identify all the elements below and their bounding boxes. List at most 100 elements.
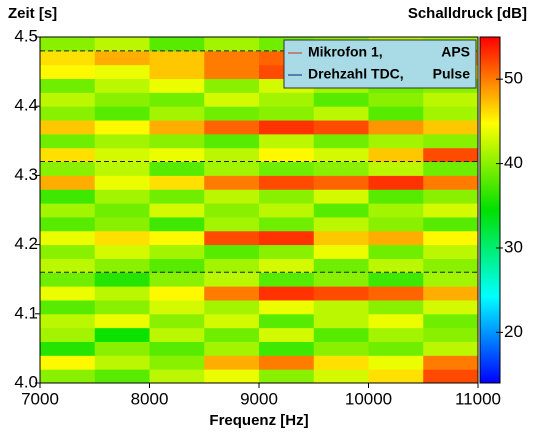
heatmap-cell: [94, 37, 150, 52]
heatmap-cell: [259, 341, 315, 356]
heatmap-cell: [204, 327, 260, 342]
heatmap-cell: [94, 64, 150, 80]
heatmap-cell: [368, 286, 424, 301]
heatmap-cell: [368, 327, 424, 342]
heatmap-cell: [368, 313, 424, 329]
heatmap-cell: [423, 203, 479, 218]
heatmap-cell: [313, 299, 369, 315]
y-tick-label: 4.4: [14, 96, 38, 115]
y-axis-title: Zeit [s]: [8, 5, 57, 22]
heatmap-cell: [149, 258, 205, 273]
heatmap-cell: [149, 78, 205, 93]
heatmap-cell: [368, 244, 424, 259]
heatmap-cell: [204, 161, 260, 176]
heatmap-cell: [423, 355, 479, 370]
heatmap-cell: [368, 175, 424, 190]
colorbar-tick-label: 50: [504, 69, 523, 88]
heatmap-cell: [368, 258, 424, 273]
heatmap-cell: [40, 258, 96, 273]
heatmap-cell: [40, 299, 96, 315]
heatmap-cell: [149, 161, 205, 176]
heatmap-cell: [149, 216, 205, 232]
heatmap-cell: [204, 341, 260, 356]
heatmap-cell: [204, 175, 260, 190]
heatmap-cell: [423, 216, 479, 232]
heatmap-cell: [423, 106, 479, 121]
colorbar-tick-label: 20: [504, 322, 523, 341]
heatmap-cell: [149, 299, 205, 315]
heatmap-cell: [149, 37, 205, 52]
heatmap-cell: [40, 64, 96, 80]
x-tick-label: 9000: [240, 389, 278, 408]
colorbar-title: Schalldruck [dB]: [408, 5, 527, 22]
heatmap-cell: [368, 203, 424, 218]
heatmap-cell: [259, 106, 315, 121]
heatmap-cell: [368, 92, 424, 107]
heatmap-cell: [94, 120, 150, 135]
heatmap-cell: [204, 189, 260, 204]
heatmap-cell: [313, 92, 369, 107]
heatmap-cell: [313, 355, 369, 370]
y-tick-label: 4.1: [14, 303, 38, 322]
heatmap-cell: [368, 216, 424, 232]
heatmap-cell: [149, 189, 205, 204]
heatmap-cell: [259, 286, 315, 301]
heatmap-cell: [40, 230, 96, 246]
heatmap-cell: [94, 327, 150, 342]
heatmap-cell: [204, 133, 260, 149]
heatmap-cell: [149, 64, 205, 80]
heatmap-cell: [94, 244, 150, 259]
heatmap-cell: [40, 37, 96, 52]
heatmap-cell: [204, 50, 260, 66]
heatmap-cell: [204, 120, 260, 135]
heatmap-cell: [368, 106, 424, 121]
heatmap-cell: [313, 286, 369, 301]
heatmap-cell: [40, 272, 96, 287]
y-tick-label: 4.2: [14, 234, 38, 253]
heatmap-cell: [40, 161, 96, 176]
heatmap-cell: [259, 313, 315, 329]
heatmap-cell: [259, 161, 315, 176]
heatmap-cell: [94, 299, 150, 315]
heatmap-cell: [368, 355, 424, 370]
heatmap-cell: [368, 189, 424, 204]
heatmap-cell: [368, 230, 424, 246]
heatmap-cell: [204, 286, 260, 301]
heatmap-cell: [313, 203, 369, 218]
heatmap-cell: [40, 92, 96, 107]
colorbar-tick-label: 30: [504, 237, 523, 256]
heatmap-cell: [40, 120, 96, 135]
heatmap-cell: [94, 50, 150, 66]
colorbar: [479, 36, 501, 384]
heatmap-cell: [259, 355, 315, 370]
heatmap-cell: [423, 299, 479, 315]
legend-source: Pulse: [433, 66, 471, 82]
heatmap-cell: [40, 147, 96, 163]
heatmap-cell: [259, 258, 315, 273]
heatmap-cell: [368, 147, 424, 163]
heatmap-cell: [94, 286, 150, 301]
heatmap-cell: [40, 369, 96, 384]
heatmap-cell: [149, 286, 205, 301]
y-tick-label: 4.0: [14, 372, 38, 391]
heatmap-cell: [94, 341, 150, 356]
heatmap-cell: [94, 203, 150, 218]
heatmap-cell: [313, 189, 369, 204]
heatmap-cell: [204, 78, 260, 93]
heatmap-cell: [94, 106, 150, 121]
heatmap-cell: [368, 161, 424, 176]
heatmap-cell: [423, 189, 479, 204]
heatmap-cell: [40, 189, 96, 204]
heatmap-cell: [368, 299, 424, 315]
heatmap-cell: [423, 120, 479, 135]
heatmap-cell: [423, 92, 479, 107]
colorbar-tick-label: 40: [504, 153, 523, 172]
heatmap-cell: [149, 203, 205, 218]
heatmap-cell: [204, 258, 260, 273]
heatmap-cell: [259, 230, 315, 246]
heatmap-cell: [423, 341, 479, 356]
heatmap-cell: [259, 133, 315, 149]
heatmap-cell: [94, 92, 150, 107]
heatmap-cell: [94, 272, 150, 287]
